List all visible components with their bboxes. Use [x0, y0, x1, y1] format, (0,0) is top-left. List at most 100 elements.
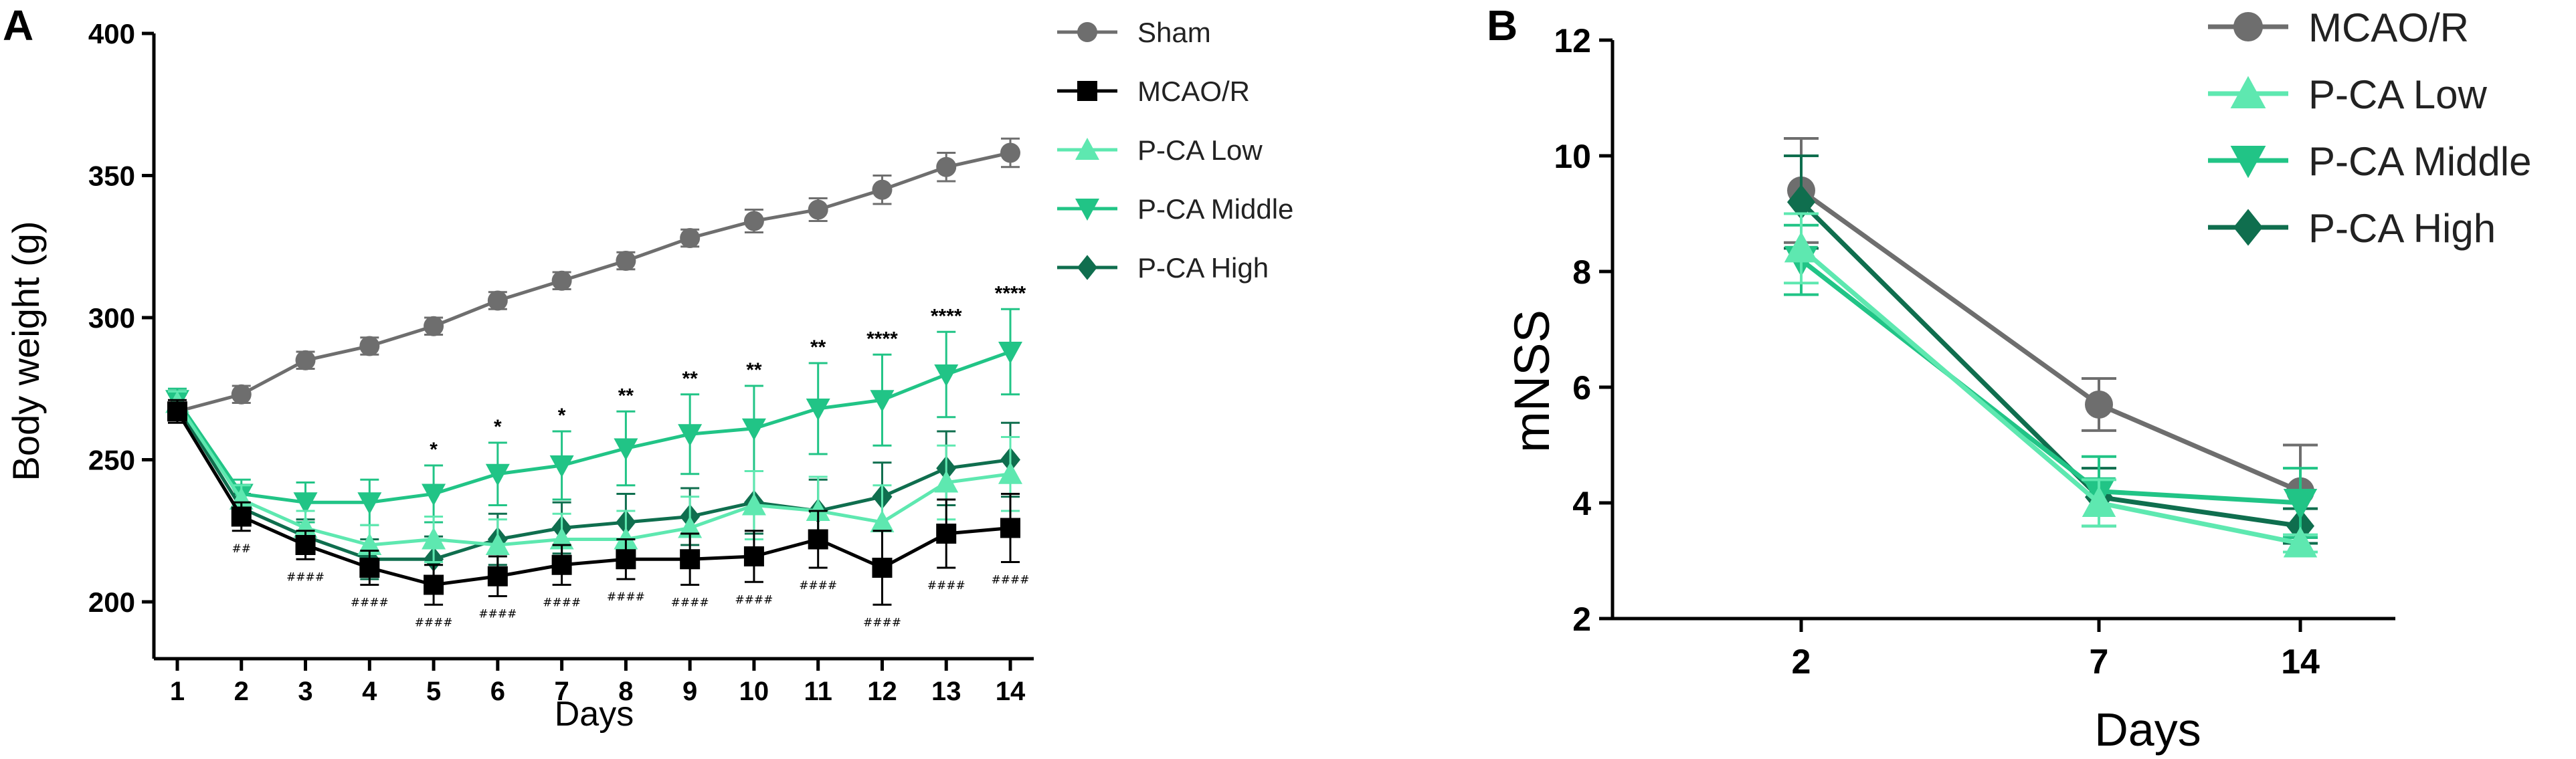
panel-b-ylabel: mNSS: [1504, 310, 1560, 453]
series-p-ca-middle: [1784, 223, 2318, 539]
data-point: [934, 364, 959, 387]
series-line: [175, 350, 1011, 504]
panel-a-ytick-label: 300: [88, 302, 135, 334]
panel-a-xtick-label: 6: [490, 677, 505, 706]
hash-marker: ####: [927, 579, 965, 592]
hash-marker: ####: [863, 616, 901, 629]
legend-marker: [1077, 81, 1097, 101]
data-point: [1784, 231, 1819, 263]
hash-marker: ####: [543, 597, 581, 610]
data-point: [806, 399, 830, 421]
data-point: [870, 390, 895, 413]
hash-marker: ####: [735, 593, 773, 607]
panel-a-xtick-label: 8: [618, 677, 633, 706]
legend-item-p-ca-high: P-CA High: [2208, 206, 2496, 251]
series-line: [1799, 200, 2301, 529]
data-point: [616, 251, 636, 271]
data-point: [549, 527, 574, 550]
series-mcao-r: [1784, 137, 2318, 539]
data-point: [2283, 526, 2318, 558]
significance-marker: **: [682, 368, 698, 390]
data-point: [936, 524, 957, 544]
series-line: [1799, 257, 2301, 506]
panel-letter-a: A: [3, 1, 33, 49]
legend-marker: [2230, 146, 2266, 179]
data-point: [2085, 390, 2113, 419]
data-point: [2283, 489, 2318, 520]
panel-a-xtick-label: 10: [739, 677, 769, 706]
panel-a-xtick-label: 9: [682, 677, 697, 706]
series-line: [177, 151, 1011, 413]
legend-item-p-ca-low: P-CA Low: [2208, 72, 2487, 117]
hash-marker: ####: [286, 570, 325, 584]
data-point: [167, 401, 187, 422]
data-point: [678, 516, 703, 538]
panel-a-xtick-label: 12: [867, 677, 897, 706]
panel-a-ytick-label: 350: [88, 160, 135, 192]
data-point: [551, 270, 572, 291]
hash-marker: ####: [351, 597, 389, 610]
data-point: [424, 574, 444, 595]
panel-a-xtick-label: 7: [554, 677, 569, 706]
data-point: [295, 535, 316, 555]
hash-marker: ####: [671, 597, 709, 610]
hash-marker: ##: [232, 542, 252, 556]
series-sham: [167, 137, 1020, 422]
panel-b-xtick-label: 14: [2281, 643, 2320, 681]
panel-a-ylabel: Body weight (g): [5, 221, 47, 481]
legend-item-mcao-r: MCAO/R: [2208, 5, 2469, 50]
data-point: [293, 516, 318, 538]
panel-a-xtick-label: 14: [996, 677, 1026, 706]
panel-b-ytick-label: 6: [1572, 369, 1591, 407]
data-point: [485, 533, 510, 555]
legend-marker: [2230, 76, 2266, 108]
data-point: [680, 549, 701, 570]
significance-marker: *: [494, 416, 502, 438]
data-point: [808, 529, 828, 550]
data-point: [678, 424, 703, 447]
data-point: [616, 549, 636, 570]
panel-a-xtick-label: 4: [362, 677, 377, 706]
data-point: [680, 228, 701, 248]
legend-label: P-CA Middle: [1137, 193, 1293, 225]
panel-b-ytick-label: 10: [1554, 138, 1591, 175]
legend-item-p-ca-high: P-CA High: [1057, 252, 1269, 284]
legend-label: MCAO/R: [2308, 5, 2469, 50]
legend-item-mcao-r: MCAO/R: [1057, 76, 1250, 107]
data-point: [549, 455, 574, 477]
data-point: [998, 461, 1022, 484]
legend-item-sham: Sham: [1057, 17, 1211, 48]
chart-panel-b: 2 4 6 8 10 12 2 7 14 MCAO/R P-CA Low P-CA Middle P-C…: [1554, 5, 2531, 681]
legend-marker: [2233, 209, 2263, 246]
hash-marker: ####: [607, 590, 645, 604]
data-point: [295, 350, 316, 370]
data-point: [293, 492, 318, 515]
panel-b-xtick-label: 7: [2090, 643, 2109, 681]
significance-marker: **: [810, 336, 826, 358]
data-point: [487, 290, 508, 311]
data-point: [422, 527, 446, 550]
data-point: [741, 418, 766, 441]
legend-label: P-CA Middle: [2308, 139, 2531, 184]
legend-label: P-CA High: [1137, 252, 1269, 284]
series-line: [175, 410, 1011, 587]
panel-b-ytick-label: 8: [1572, 253, 1591, 291]
data-point: [1000, 142, 1020, 163]
panel-a-ytick-label: 400: [88, 18, 135, 49]
hash-marker: ####: [799, 579, 837, 592]
series-p-ca-low: [1784, 212, 2318, 558]
series-mcao-r: [167, 399, 1020, 606]
panel-b-ytick-label: 12: [1554, 22, 1591, 60]
panel-a-xtick-label: 2: [234, 677, 249, 706]
legend-item-p-ca-low: P-CA Low: [1057, 134, 1263, 166]
series-line: [175, 405, 1011, 561]
hash-marker: ####: [415, 616, 453, 629]
significance-marker: ****: [866, 328, 898, 350]
data-point: [614, 438, 638, 461]
legend-marker: [1077, 255, 1097, 280]
legend-label: P-CA Low: [1137, 134, 1263, 166]
series-p-ca-high: [167, 393, 1020, 583]
panel-a-ytick-label: 200: [88, 586, 135, 618]
data-point: [741, 493, 766, 516]
data-point: [2082, 485, 2116, 517]
